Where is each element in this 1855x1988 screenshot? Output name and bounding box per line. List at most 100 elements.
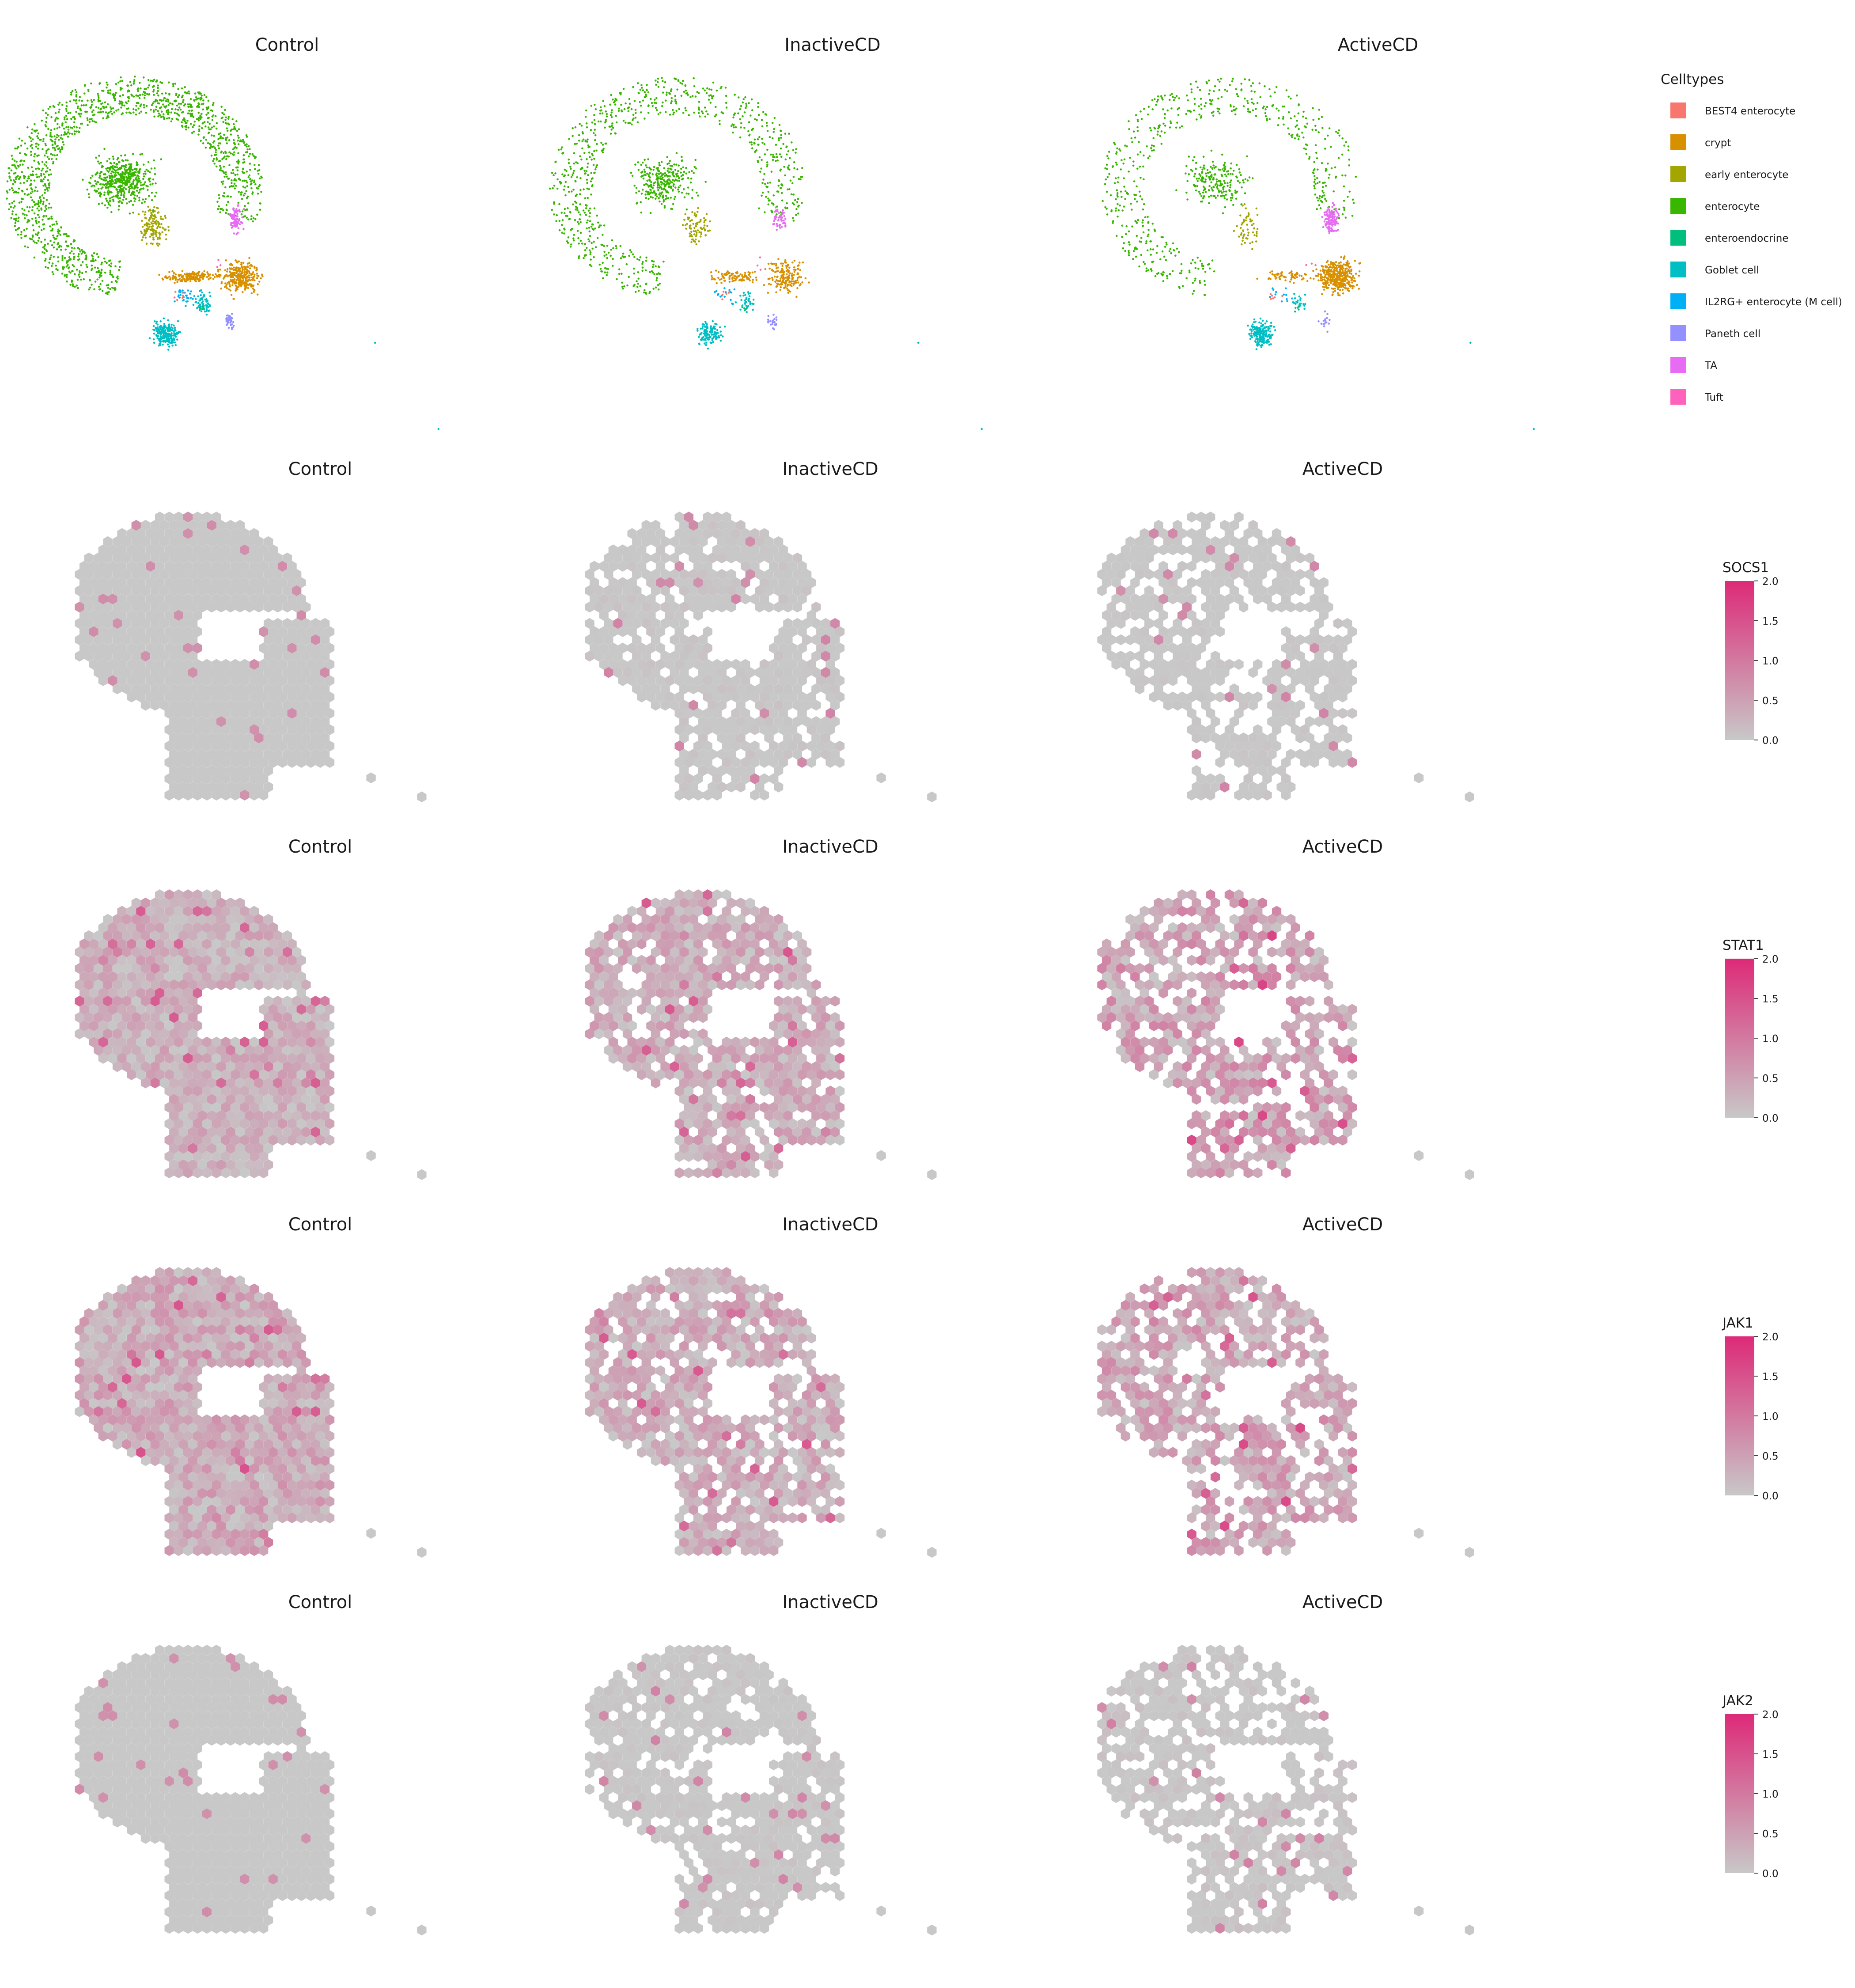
cell-point xyxy=(585,214,587,216)
cell-point xyxy=(137,213,140,216)
cell-point xyxy=(42,219,44,221)
cell-point xyxy=(73,247,76,250)
cell-point xyxy=(225,212,227,214)
cell-point xyxy=(53,236,55,239)
cell-point xyxy=(641,269,644,272)
cell-point xyxy=(651,105,654,107)
cell-point xyxy=(610,133,612,135)
cell-point xyxy=(198,106,201,108)
cell-point xyxy=(119,185,122,187)
cell-point xyxy=(796,201,799,203)
cell-point xyxy=(749,141,751,144)
cell-point xyxy=(181,125,184,128)
cell-point xyxy=(109,92,112,95)
cell-point xyxy=(675,102,678,105)
cell-point xyxy=(748,121,750,123)
cell-point xyxy=(67,129,70,131)
celltype-points-enterocyte xyxy=(549,77,803,295)
cell-point xyxy=(645,183,647,185)
cell-point xyxy=(1297,112,1300,114)
cell-point xyxy=(51,140,53,142)
cell-point xyxy=(1125,233,1127,235)
cell-point xyxy=(100,102,102,105)
cell-point xyxy=(108,167,111,170)
cell-point xyxy=(672,203,674,205)
cell-point xyxy=(1141,221,1144,224)
cell-point xyxy=(232,269,235,271)
cell-point xyxy=(50,206,53,209)
cell-point xyxy=(661,77,663,79)
cell-point xyxy=(795,208,798,210)
cell-point xyxy=(182,291,185,294)
cell-point xyxy=(34,190,36,192)
cell-point xyxy=(725,102,727,104)
cell-point xyxy=(1208,267,1211,269)
cell-point xyxy=(579,123,581,125)
cell-point xyxy=(246,208,248,211)
cell-point xyxy=(771,320,774,322)
cell-point xyxy=(1258,82,1261,84)
cell-point xyxy=(1140,254,1143,256)
cell-point xyxy=(172,85,174,87)
cell-point xyxy=(248,284,250,286)
cell-point xyxy=(1185,94,1188,97)
cell-point xyxy=(1278,117,1280,119)
cell-point xyxy=(572,127,574,129)
cell-point xyxy=(584,116,587,118)
cell-point xyxy=(67,126,70,128)
cell-point xyxy=(193,121,196,123)
cell-point xyxy=(1268,88,1271,91)
cell-point xyxy=(254,279,256,281)
cell-point xyxy=(739,308,742,311)
cell-point xyxy=(231,326,233,329)
cell-point xyxy=(657,86,660,88)
cell-point xyxy=(591,159,593,161)
cell-point xyxy=(143,229,146,231)
cell-point xyxy=(87,99,89,102)
cell-point xyxy=(30,151,32,153)
cell-point xyxy=(1321,195,1324,197)
cell-point xyxy=(1164,113,1166,115)
cell-point xyxy=(632,114,635,116)
cell-point xyxy=(658,162,660,164)
cell-point xyxy=(48,262,50,264)
cell-point xyxy=(104,173,106,175)
cell-point xyxy=(33,155,35,158)
cell-point xyxy=(106,81,108,84)
cell-point xyxy=(669,175,671,178)
cell-point xyxy=(571,190,573,193)
cell-point xyxy=(1317,199,1319,202)
cell-point xyxy=(149,209,152,212)
cell-point xyxy=(739,295,742,297)
cell-point xyxy=(161,226,164,229)
cell-point xyxy=(697,194,699,197)
cell-point xyxy=(1106,168,1108,170)
cell-point xyxy=(81,261,84,263)
cell-point xyxy=(729,275,731,277)
cell-point xyxy=(1142,208,1144,211)
cell-point xyxy=(1121,196,1123,198)
cell-point xyxy=(222,180,224,183)
cell-point xyxy=(212,145,215,148)
cell-point xyxy=(1160,143,1163,145)
cell-point xyxy=(230,320,232,323)
cell-point xyxy=(789,179,792,182)
cell-point xyxy=(59,151,61,153)
cell-point xyxy=(728,278,731,280)
cell-point xyxy=(252,155,255,157)
cell-point xyxy=(703,224,706,227)
cell-point xyxy=(119,95,121,97)
cell-point xyxy=(186,272,188,275)
cell-point xyxy=(742,98,745,100)
cell-point xyxy=(151,86,154,88)
cell-point xyxy=(710,325,712,327)
cell-point xyxy=(50,153,52,156)
cell-point xyxy=(765,186,768,188)
cell-point xyxy=(1218,108,1220,110)
cell-point xyxy=(152,220,154,222)
cell-point xyxy=(163,317,165,320)
cell-point xyxy=(148,223,151,226)
cell-point xyxy=(237,205,239,207)
cell-point xyxy=(152,109,155,112)
cell-point xyxy=(65,273,68,276)
